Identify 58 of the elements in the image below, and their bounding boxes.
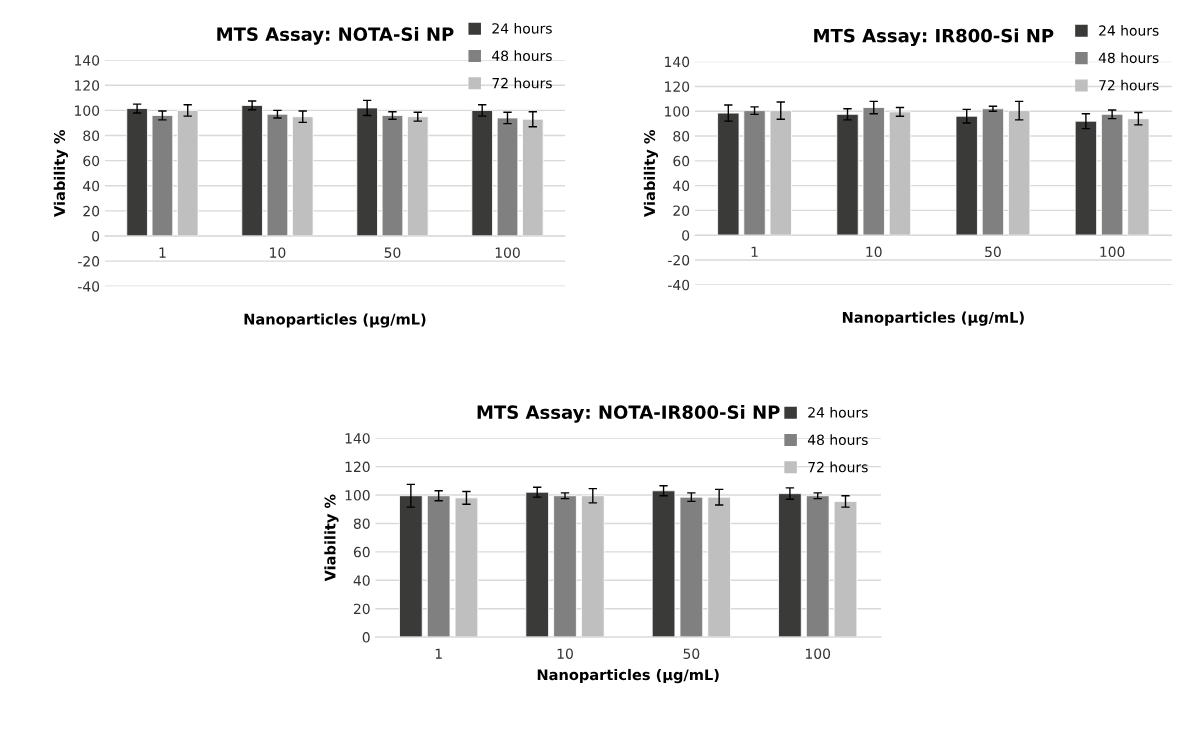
x-tick-label: 1 bbox=[159, 247, 166, 258]
y-tick-label: 140 bbox=[75, 55, 100, 66]
y-axis-title: Viability % bbox=[643, 129, 659, 217]
x-axis-title: Nanoparticles (μg/mL) bbox=[842, 311, 1024, 326]
y-tick-label: 80 bbox=[83, 130, 100, 142]
y-tick-label: 100 bbox=[75, 105, 100, 116]
y-tick-label: 60 bbox=[83, 155, 100, 167]
y-axis-title: Viability % bbox=[53, 129, 68, 217]
legend-label: 72 hours bbox=[492, 77, 552, 89]
y-tick-label: 0 bbox=[92, 230, 100, 242]
x-tick-label: 1 bbox=[435, 648, 442, 659]
legend-label: 24 hours bbox=[808, 406, 868, 418]
y-tick-label: 20 bbox=[353, 603, 370, 615]
y-tick-label: 80 bbox=[673, 131, 690, 142]
y-axis-title: Viability % bbox=[324, 494, 339, 582]
y-tick-label: 140 bbox=[665, 56, 690, 68]
x-tick-label: 10 bbox=[866, 246, 882, 258]
y-tick-label: 100 bbox=[665, 106, 690, 117]
legend-label: 24 hours bbox=[1099, 25, 1159, 36]
x-tick-label: 100 bbox=[1100, 246, 1125, 258]
y-tick-label: 40 bbox=[673, 180, 690, 192]
y-tick-label: -40 bbox=[78, 281, 100, 292]
chart-title: MTS Assay: IR800-Si NP bbox=[814, 28, 1054, 47]
y-tick-label: 60 bbox=[673, 155, 690, 167]
x-tick-label: 10 bbox=[557, 648, 573, 659]
chart-title: MTS Assay: NOTA-IR800-Si NP bbox=[477, 405, 780, 423]
x-tick-label: 10 bbox=[270, 247, 286, 258]
legend-label: 72 hours bbox=[808, 461, 868, 473]
legend-label: 48 hours bbox=[807, 434, 868, 446]
legend-label: 72 hours bbox=[1099, 79, 1159, 91]
y-tick-label: 80 bbox=[353, 518, 370, 529]
y-tick-label: -20 bbox=[668, 254, 690, 266]
x-tick-label: 100 bbox=[495, 247, 520, 258]
y-tick-label: 0 bbox=[682, 230, 690, 241]
y-tick-label: -20 bbox=[78, 256, 100, 267]
y-tick-label: 40 bbox=[83, 180, 100, 192]
y-tick-label: -40 bbox=[668, 279, 690, 291]
y-tick-label: 40 bbox=[353, 575, 370, 586]
y-tick-label: 100 bbox=[345, 490, 370, 501]
y-tick-label: 0 bbox=[362, 632, 370, 643]
x-tick-label: 100 bbox=[805, 648, 831, 659]
x-tick-label: 50 bbox=[683, 648, 700, 659]
y-tick-label: 60 bbox=[353, 546, 370, 558]
x-tick-label: 50 bbox=[384, 247, 401, 258]
x-axis-title: Nanoparticles (μg/mL) bbox=[537, 668, 719, 684]
legend-label: 48 hours bbox=[1098, 52, 1159, 64]
y-tick-label: 120 bbox=[75, 80, 100, 91]
legend-label: 24 hours bbox=[492, 22, 552, 34]
x-tick-label: 1 bbox=[751, 246, 758, 257]
chart-title: MTS Assay: NOTA-Si NP bbox=[217, 27, 454, 45]
x-tick-label: 50 bbox=[985, 246, 1001, 258]
y-tick-label: 120 bbox=[345, 461, 370, 473]
y-tick-label: 120 bbox=[665, 81, 690, 92]
y-tick-label: 140 bbox=[345, 433, 370, 444]
y-tick-label: 20 bbox=[83, 205, 100, 217]
y-tick-label: 20 bbox=[673, 205, 690, 216]
legend-label: 48 hours bbox=[492, 50, 552, 62]
x-axis-title: Nanoparticles (μg/mL) bbox=[244, 313, 426, 328]
